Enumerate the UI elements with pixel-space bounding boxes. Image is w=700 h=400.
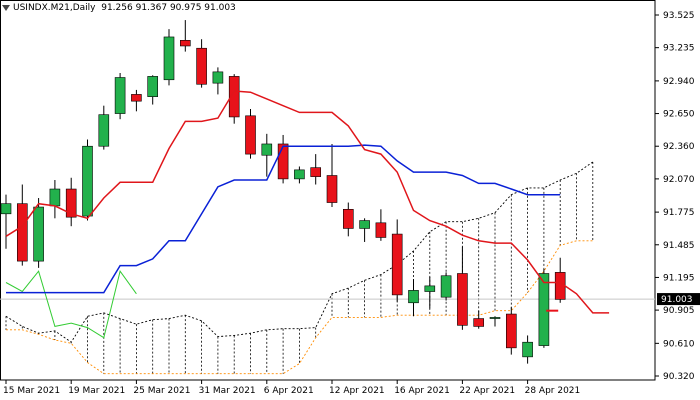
candle-bull (408, 290, 419, 304)
x-tick-label: 12 Apr 2021 (329, 386, 385, 396)
y-tick-label: 90.905 (663, 306, 695, 316)
candle-bull (261, 143, 273, 156)
candle-bear (554, 272, 566, 300)
senkou-span-a-line (5, 161, 594, 343)
candle-bear (505, 313, 517, 349)
candle-bull (440, 275, 452, 298)
kijun-sen-line (6, 144, 561, 294)
current-price-box (657, 293, 700, 306)
candle-bull (538, 273, 550, 346)
y-tick-label: 90.610 (663, 339, 695, 349)
candle-bear (342, 208, 354, 229)
candle-bull (489, 317, 501, 319)
candle-bull (147, 76, 158, 97)
dropdown-triangle-icon[interactable] (2, 4, 10, 11)
candle-bull (49, 188, 61, 207)
y-tick-label: 92.650 (663, 110, 695, 120)
ohlc-readout: 91.256 91.367 90.975 91.003 (101, 3, 236, 13)
candle-bear (16, 203, 28, 262)
candle-bear (65, 188, 77, 218)
tenkan-sen-line (5, 90, 610, 314)
candle-bull (294, 169, 305, 180)
candle-bear (196, 47, 207, 85)
candle-bear (375, 222, 387, 238)
chikou-span-line (5, 270, 137, 339)
candle-bear (473, 318, 485, 327)
y-tick-label: 91.195 (663, 273, 695, 283)
candle-bull (82, 145, 93, 217)
candle-bull (163, 36, 175, 81)
x-tick-label: 28 Apr 2021 (525, 386, 581, 396)
candle-bull (359, 220, 370, 229)
candle-bull (114, 77, 126, 114)
candle-bull (0, 203, 12, 215)
candle-bear (228, 76, 240, 118)
y-tick-label: 92.360 (663, 142, 695, 152)
candle-bear (457, 273, 468, 326)
candle-bear (131, 94, 142, 102)
y-tick-label: 91.485 (663, 241, 695, 251)
x-tick-label: 31 Mar 2021 (199, 386, 256, 396)
x-tick-label: 16 Apr 2021 (394, 386, 450, 396)
candle-bull (33, 206, 44, 262)
candle-bear (310, 167, 322, 177)
symbol-label: USINDX.M21,Daily (13, 3, 96, 13)
y-tick-label: 93.235 (663, 44, 695, 54)
x-tick-label: 19 Mar 2021 (68, 386, 125, 396)
x-tick-label: 15 Mar 2021 (3, 386, 60, 396)
candle-bear (326, 175, 338, 203)
candle-bull (424, 285, 436, 292)
y-tick-label: 92.070 (663, 175, 695, 185)
candle-bear (245, 115, 256, 155)
current-price-label: 91.003 (661, 295, 693, 305)
plot-frame (0, 0, 656, 381)
candle-bull (212, 71, 224, 84)
chart-header: USINDX.M21,Daily 91.256 91.367 90.975 91… (2, 3, 236, 13)
y-tick-label: 91.775 (663, 208, 695, 218)
candle-bear (391, 233, 403, 296)
candle-bear (277, 143, 289, 180)
y-tick-label: 92.940 (663, 77, 695, 87)
senkou-span-b-line (6, 240, 593, 375)
x-tick-label: 6 Apr 2021 (264, 386, 314, 396)
y-tick-label: 90.320 (663, 372, 695, 382)
candle-bull (98, 114, 110, 147)
x-tick-label: 22 Apr 2021 (459, 386, 515, 396)
candle-bull (522, 341, 533, 358)
candle-bear (180, 40, 191, 47)
y-tick-label: 93.525 (663, 11, 695, 21)
x-tick-label: 25 Mar 2021 (133, 386, 190, 396)
